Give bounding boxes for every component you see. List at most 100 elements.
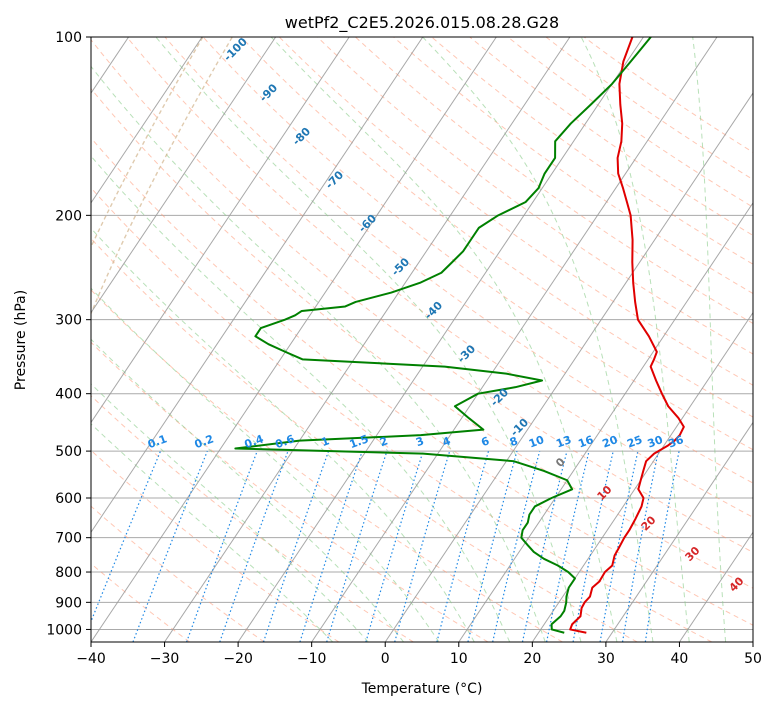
dry-adiabat-60 xyxy=(91,87,753,589)
y-tick-label: 700 xyxy=(55,531,82,547)
isotherm-40 xyxy=(679,531,753,642)
y-tick-label: 800 xyxy=(55,565,82,581)
isotherm-10 xyxy=(458,201,753,642)
mixing-ratio-label: 3 xyxy=(414,434,426,449)
dry-adiabat-70 xyxy=(91,39,753,553)
mixing-ratio-label: 0.4 xyxy=(243,432,266,451)
dry-adiabat-180 xyxy=(507,37,753,208)
x-tick-label: 20 xyxy=(523,651,541,667)
x-tick-label: −10 xyxy=(297,651,327,667)
temperature-profile xyxy=(569,37,685,634)
dry-adiabat-200 xyxy=(583,37,753,153)
mixing-ratio-label: 2 xyxy=(378,434,390,449)
dry-adiabat-190 xyxy=(545,37,753,181)
isotherm--30 xyxy=(164,37,571,642)
y-axis-ticks: 100 200 300 400 500 600 700 800 900 1000 xyxy=(46,30,91,638)
mixing-ratio-line-0.6 xyxy=(219,450,289,642)
dry-adiabat-150 xyxy=(393,37,753,295)
y-tick-label: 400 xyxy=(55,387,82,403)
moist-adiabat-45 xyxy=(692,37,727,642)
mixing-ratio-line-2 xyxy=(326,450,388,642)
y-tick-label: 900 xyxy=(55,595,82,611)
plot-frame xyxy=(90,36,754,643)
mixing-ratio-line-3 xyxy=(365,450,424,642)
mixing-ratio-label: 4 xyxy=(441,434,453,449)
chart-title: wetPf2_C2E5.2026.015.08.28.G28 xyxy=(285,13,559,33)
mixing-ratio-label: 16 xyxy=(576,433,595,451)
dry-adiabat-130 xyxy=(317,37,753,355)
x-tick-label: −20 xyxy=(223,651,253,667)
mixing-ratio-line-1.5 xyxy=(299,450,363,642)
isotherm--70 xyxy=(91,37,277,314)
mixing-ratio-label: 0.6 xyxy=(273,432,296,451)
mixing-ratio-label: 0.1 xyxy=(146,432,169,451)
moist-adiabat-15 xyxy=(91,155,511,642)
isotherm-0 xyxy=(384,92,753,642)
x-axis-ticks: −40 −30 −20 −10 0 10 20 30 40 50 xyxy=(76,642,762,667)
mixing-ratio-label: 1.5 xyxy=(348,432,371,451)
mixing-ratio-line-4 xyxy=(394,450,451,642)
moist-adiabat-10 xyxy=(91,227,475,642)
x-tick-label: −40 xyxy=(76,651,106,667)
x-tick-label: 50 xyxy=(744,651,762,667)
isotherm-30 xyxy=(605,421,753,642)
series-layer xyxy=(234,37,685,634)
isotherm--60 xyxy=(91,37,350,424)
y-tick-label: 200 xyxy=(55,208,82,224)
y-tick-label: 600 xyxy=(55,491,82,507)
dewpoint-profile xyxy=(234,37,652,634)
isotherm--10 xyxy=(311,37,718,642)
isotherm--50 xyxy=(91,37,424,534)
x-tick-label: 10 xyxy=(450,651,468,667)
isotherm--20 xyxy=(237,37,644,642)
mixing-ratio-line-25 xyxy=(599,450,639,642)
mixing-ratio-label: 25 xyxy=(625,433,644,450)
mixing-ratio-line-1 xyxy=(262,450,330,642)
mixing-ratio-label: 10 xyxy=(527,433,546,451)
mixing-ratio-label: 20 xyxy=(601,433,620,451)
lcl-curve-0 xyxy=(91,37,233,316)
mixing-ratio-line-8 xyxy=(467,450,518,642)
x-axis-label: Temperature (°C) xyxy=(361,681,483,697)
moist-adiabat-20 xyxy=(91,65,546,642)
mixing-ratio-label: 0.2 xyxy=(193,432,216,451)
mixing-ratio-line-6 xyxy=(436,450,490,642)
mixing-ratio-line-30 xyxy=(621,450,659,642)
y-axis-label: Pressure (hPa) xyxy=(13,290,29,390)
mixing-ratio-line-20 xyxy=(572,450,614,642)
mixing-ratio-label: 30 xyxy=(646,433,665,451)
mixing-ratio-label: 1 xyxy=(320,434,332,449)
lcl-curve-1 xyxy=(91,37,204,249)
y-tick-label: 300 xyxy=(55,313,82,329)
mixing-ratio-label: 13 xyxy=(554,433,573,450)
moist-adiabat-0 xyxy=(91,338,405,642)
y-tick-label: 100 xyxy=(55,30,82,46)
mixing-ratio-label: 8 xyxy=(508,434,520,449)
mixing-ratio-label: 6 xyxy=(479,434,491,449)
y-tick-label: 1000 xyxy=(46,622,82,638)
grid-layer xyxy=(91,37,753,642)
dry-adiabat-30 xyxy=(91,237,638,642)
dry-adiabat--20 xyxy=(91,505,265,642)
dry-adiabat-110 xyxy=(240,37,753,418)
isotherm--40 xyxy=(91,37,497,642)
x-tick-label: 30 xyxy=(597,651,615,667)
dry-adiabat-120 xyxy=(278,37,753,386)
x-tick-label: −30 xyxy=(150,651,180,667)
y-tick-label: 500 xyxy=(55,444,82,460)
dry-adiabat--10 xyxy=(91,449,340,642)
moist-adiabat-40 xyxy=(580,37,690,642)
moist-adiabat--5 xyxy=(91,383,369,642)
mixing-ratio-line-10 xyxy=(492,450,541,642)
isotherm-20 xyxy=(531,311,753,642)
mixing-ratio-line-16 xyxy=(546,450,590,642)
mixing-ratio-line-36 xyxy=(644,450,680,642)
dry-adiabat-140 xyxy=(355,37,753,325)
x-tick-label: 40 xyxy=(671,651,689,667)
dry-adiabat-20 xyxy=(91,289,563,642)
moist-adiabat-35 xyxy=(422,37,654,642)
mixing-ratio-label: 36 xyxy=(666,433,685,451)
mixing-ratio-line-13 xyxy=(521,450,568,642)
moist-adiabat-25 xyxy=(155,37,582,642)
